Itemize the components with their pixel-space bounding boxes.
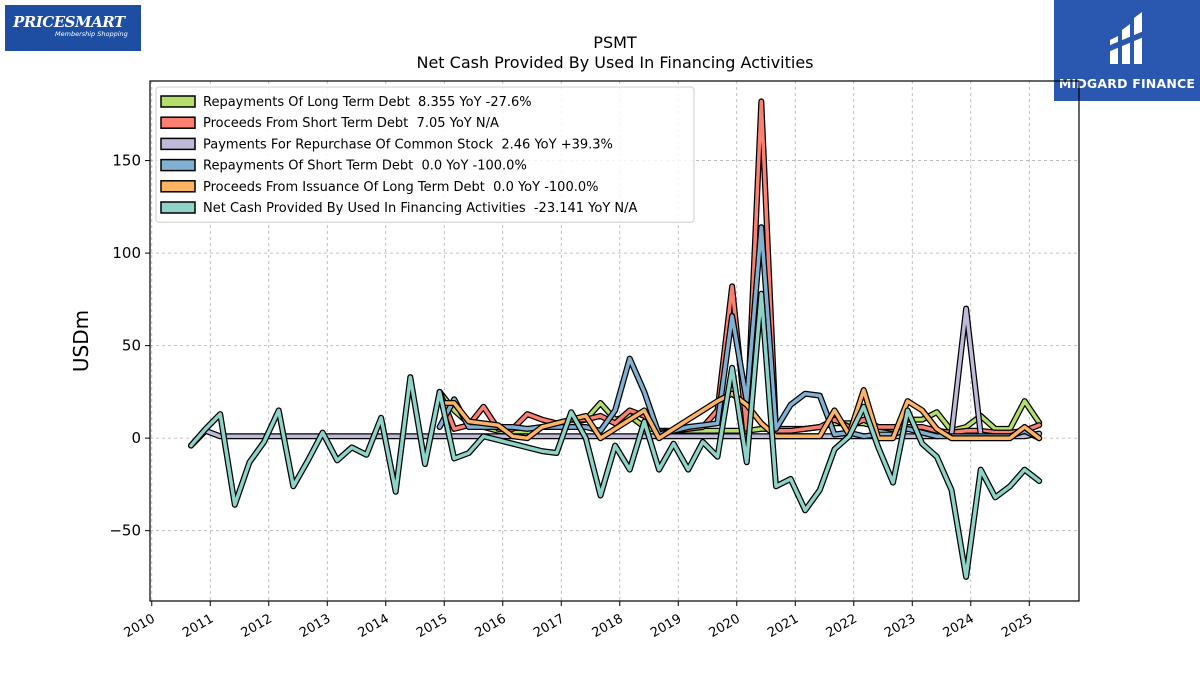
y-tick-label: 150 <box>112 152 141 170</box>
series-line <box>189 292 1041 579</box>
x-tick-label: 2018 <box>590 611 626 641</box>
legend-swatch <box>160 137 196 151</box>
y-tick-label: −50 <box>109 522 141 540</box>
x-tick-label: 2023 <box>882 611 918 641</box>
midgard-finance-logo: MIDGARD FINANCE <box>1054 0 1200 101</box>
x-tick-label: 2021 <box>765 611 801 641</box>
midgard-logo-name: MIDGARD FINANCE <box>1058 76 1196 91</box>
x-tick-label: 2014 <box>356 611 392 641</box>
legend-swatch <box>160 116 196 129</box>
x-tick-label: 2019 <box>648 611 684 641</box>
y-axis-label: USDm <box>69 310 93 372</box>
midgard-logo-mark-icon <box>1054 10 1200 74</box>
x-tick-label: 2013 <box>297 611 333 641</box>
x-tick-label: 2012 <box>239 611 275 641</box>
x-tick-label: 2016 <box>473 611 509 641</box>
plot-frame <box>149 80 1080 602</box>
x-tick-label: 2010 <box>122 611 158 641</box>
legend-swatch <box>160 158 196 172</box>
x-tick-label: 2022 <box>824 611 860 641</box>
x-axis-ticks: 2010 2011 2012 2013 2014 2015 2016 2017 2018 2019… <box>122 601 1035 641</box>
y-tick-label: 50 <box>122 337 141 355</box>
legend-box <box>155 86 695 223</box>
series-line <box>189 306 1041 448</box>
chart-subtitle: Net Cash Provided By Used In Financing A… <box>416 53 813 72</box>
y-tick-label: 100 <box>112 244 141 262</box>
chart-title: PSMT <box>593 33 637 52</box>
pricesmart-logo: PRICESMART Membership Shopping <box>5 5 141 51</box>
legend-entry-label: Repayments Of Long Term Debt 8.355 YoY -… <box>203 95 532 110</box>
legend-entry-label: Payments For Repurchase Of Common Stock … <box>203 137 613 152</box>
legend-entry-label: Proceeds From Short Term Debt 7.05 YoY N… <box>203 116 499 131</box>
legend: Repayments Of Long Term Debt 8.355 YoY -… <box>155 86 695 223</box>
legend-swatch <box>160 95 196 108</box>
legend-swatch <box>160 201 196 214</box>
y-axis-ticks: −50 0 50 100 150 <box>109 152 150 540</box>
pricesmart-logo-text: PRICESMART <box>13 13 125 31</box>
x-tick-label: 2024 <box>941 611 977 641</box>
x-tick-label: 2017 <box>531 611 567 641</box>
series-lines <box>188 98 1043 580</box>
legend-entry-label: Net Cash Provided By Used In Financing A… <box>203 201 638 216</box>
x-tick-label: 2025 <box>999 611 1035 641</box>
legend-swatch <box>160 180 196 193</box>
x-tick-label: 2020 <box>707 611 743 641</box>
y-tick-label: 0 <box>131 429 141 447</box>
x-tick-label: 2015 <box>414 611 450 641</box>
legend-entry-label: Proceeds From Issuance Of Long Term Debt… <box>203 180 598 195</box>
legend-entry-label: Repayments Of Short Term Debt 0.0 YoY -1… <box>203 159 527 174</box>
x-tick-label: 2011 <box>180 611 216 641</box>
pricesmart-logo-tagline: Membership Shopping <box>55 30 128 38</box>
